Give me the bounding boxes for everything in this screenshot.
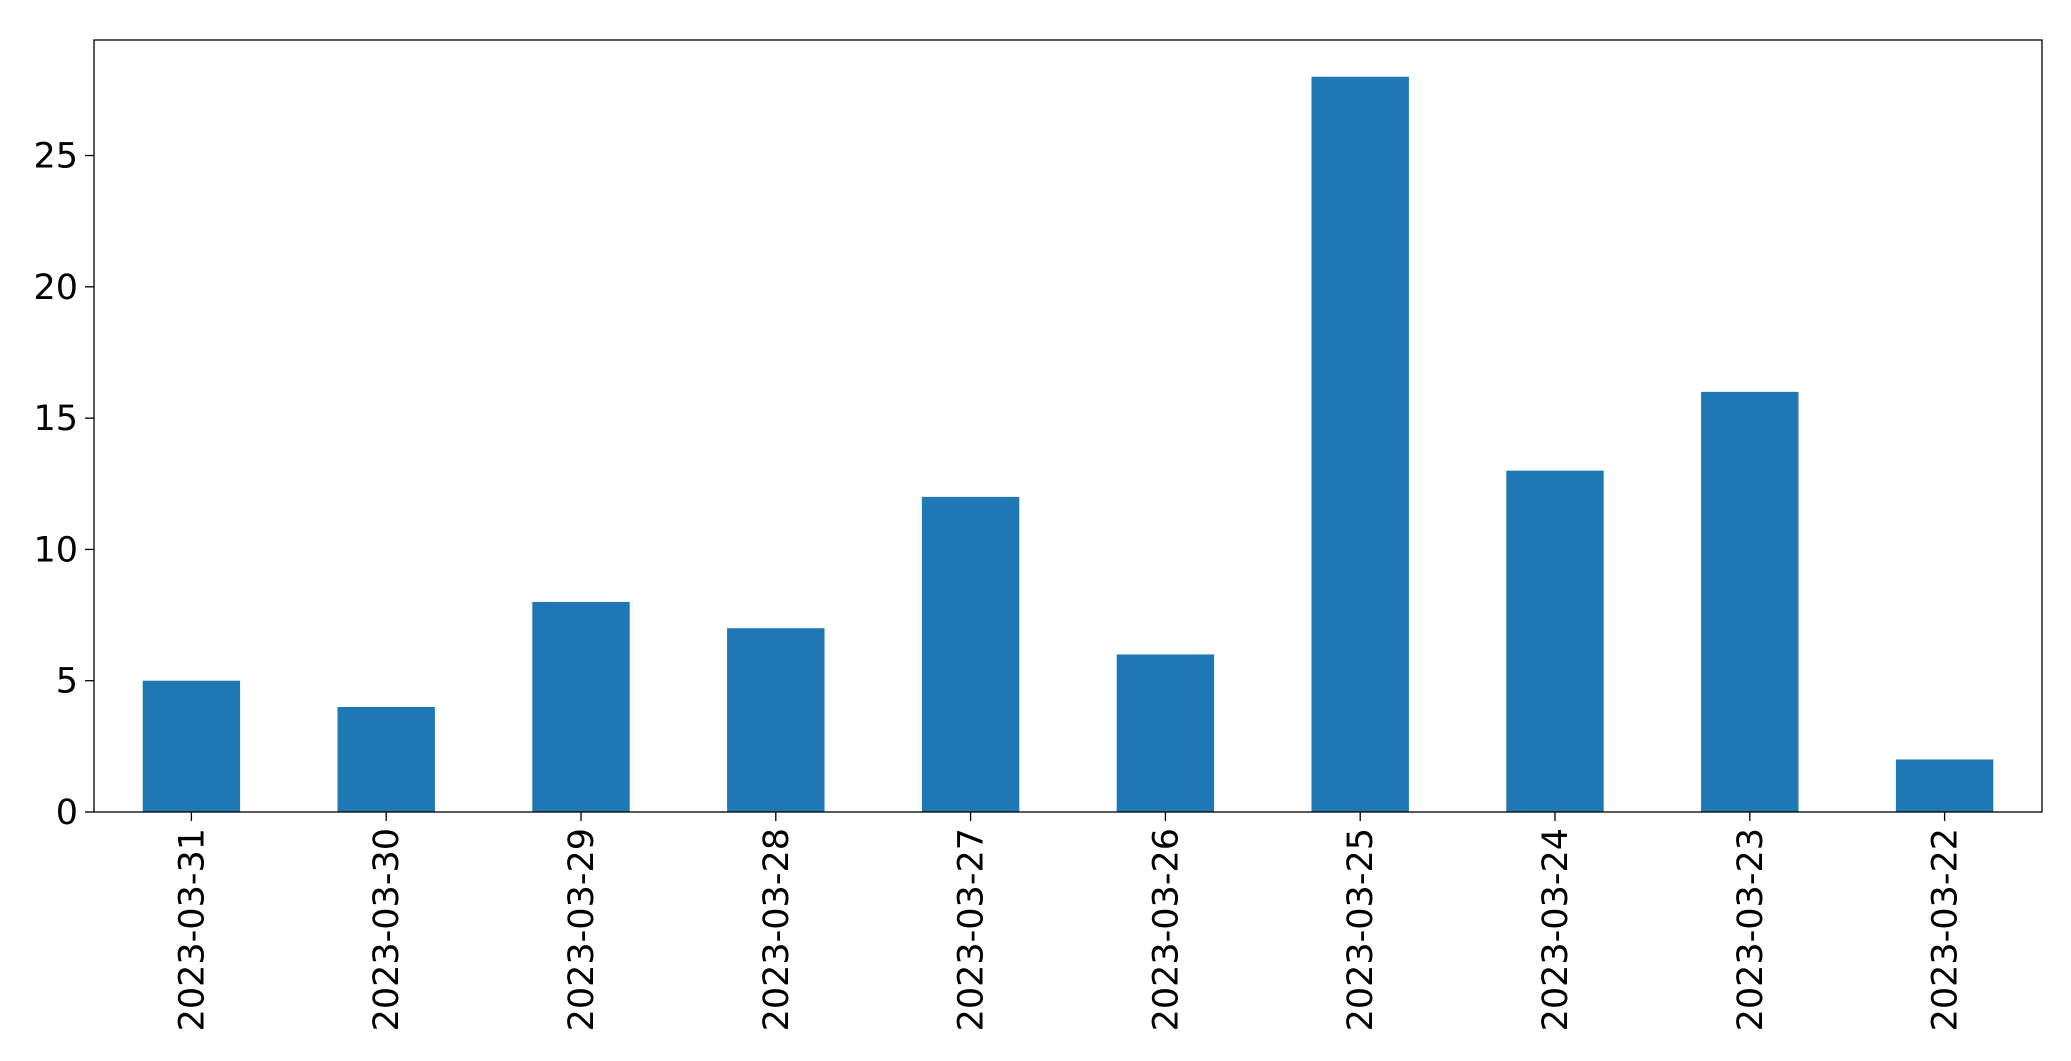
bar (532, 601, 630, 812)
x-tick-label: 2023-03-23 (1731, 828, 1771, 1031)
x-tick-label: 2023-03-24 (1536, 828, 1576, 1031)
x-tick-label: 2023-03-29 (562, 828, 602, 1031)
x-tick-label: 2023-03-27 (952, 828, 992, 1031)
bar (1701, 391, 1799, 812)
plot-frame (93, 39, 2043, 813)
x-tick-label: 2023-03-22 (1926, 828, 1966, 1031)
y-tick-label: 20 (33, 268, 78, 308)
x-tick-label: 2023-03-30 (367, 828, 407, 1031)
bar (921, 496, 1020, 812)
y-tick-label: 25 (33, 137, 78, 177)
y-tick-label: 15 (33, 399, 78, 439)
bar (142, 680, 241, 812)
y-tick-label: 0 (56, 793, 78, 833)
x-tick-label: 2023-03-31 (172, 828, 212, 1031)
y-tick-label: 5 (56, 662, 78, 702)
x-tick-label: 2023-03-26 (1146, 828, 1186, 1031)
bar (1506, 470, 1604, 812)
bar (1116, 654, 1215, 812)
y-tick-label: 10 (33, 530, 78, 570)
bar (727, 628, 825, 812)
x-tick-label: 2023-03-28 (757, 828, 797, 1031)
bar (1311, 76, 1409, 812)
bar (337, 706, 435, 812)
bar (1895, 759, 1994, 812)
x-tick-label: 2023-03-25 (1341, 828, 1381, 1031)
